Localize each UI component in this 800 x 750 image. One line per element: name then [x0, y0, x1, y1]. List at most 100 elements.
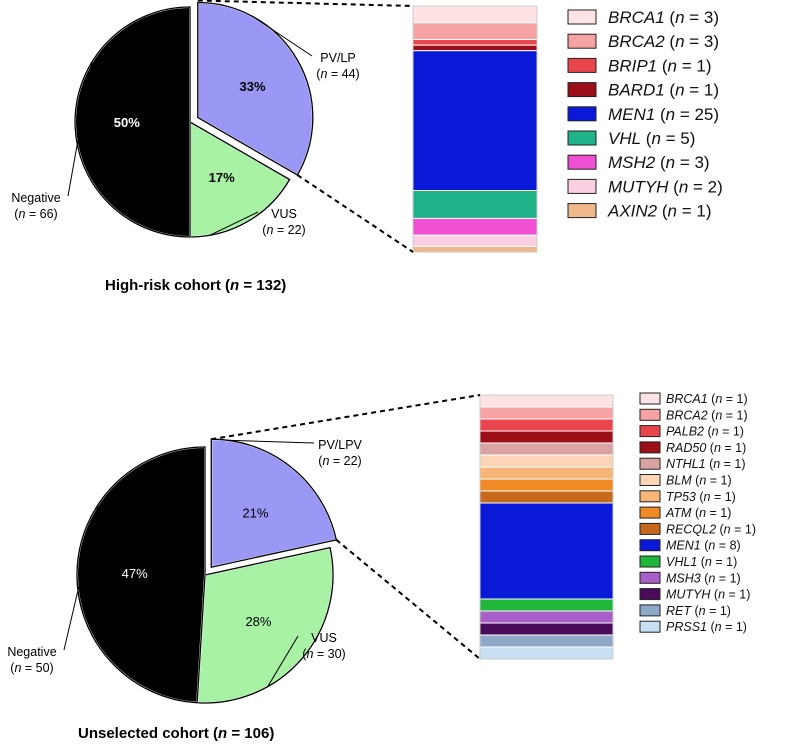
legend-label: MUTYH (n = 2) — [608, 177, 723, 196]
legend-swatch — [639, 490, 661, 503]
leader-line — [63, 504, 99, 651]
connector-line-bottom — [335, 539, 481, 660]
legend-label: BARD1 (n = 1) — [608, 81, 719, 100]
breakdown-bar-frame — [479, 394, 614, 660]
legend-swatch — [639, 588, 661, 601]
pie-slice-outline — [197, 1, 314, 176]
pie-slice-outline — [196, 546, 334, 704]
breakdown-segment-brip1 — [412, 39, 538, 46]
breakdown-segment-tp53 — [479, 466, 614, 480]
leader-line — [227, 439, 315, 444]
legend-label: NTHL1 (n = 1) — [666, 457, 746, 471]
slice-name-label: PV/LPV — [318, 438, 362, 452]
legend-label: BRCA2 (n = 3) — [608, 32, 719, 51]
cohort-panel-0: 33% 17% 50% PV/LP (n = 44) VUS (n = 22) Negativ… — [11, 0, 723, 294]
legend-label: MUTYH (n = 1) — [666, 588, 750, 602]
pie-percent-label: 50% — [114, 115, 140, 130]
breakdown-segment-brca2 — [479, 406, 614, 420]
breakdown-segment-msh3 — [479, 610, 614, 624]
leader-line — [209, 211, 259, 236]
pie-slice-outline — [74, 6, 191, 238]
slice-count-label: (n = 22) — [262, 223, 305, 237]
legend-label: VHL (n = 5) — [608, 129, 695, 148]
slice-name-label: PV/LP — [320, 51, 355, 65]
breakdown-segment-axin2 — [412, 245, 538, 253]
legend-swatch — [639, 539, 661, 552]
legend-label: BLM (n = 1) — [666, 474, 732, 488]
breakdown-segment-ret — [479, 634, 614, 648]
legend-swatch — [639, 604, 661, 617]
legend-swatch — [567, 130, 597, 146]
breakdown-segment-brca1 — [412, 5, 538, 24]
legend-swatch — [639, 408, 661, 421]
breakdown-segment-mutyh — [412, 234, 538, 247]
slice-count-label: (n = 22) — [318, 454, 361, 468]
breakdown-segment-vhl1 — [479, 598, 614, 612]
legend-label: BRCA1 (n = 3) — [608, 8, 719, 27]
breakdown-segment-atm — [479, 478, 614, 492]
legend-label: TP53 (n = 1) — [666, 490, 736, 504]
legend-swatch — [639, 506, 661, 519]
slice-name-label: VUS — [271, 207, 297, 221]
pie-percent-label: 21% — [242, 505, 268, 520]
legend-swatch — [639, 441, 661, 454]
breakdown-segment-mutyh — [479, 622, 614, 636]
slice-count-label: (n = 44) — [316, 67, 359, 81]
slice-name-label: Negative — [7, 645, 56, 659]
pie-percent-label: 17% — [209, 170, 235, 185]
legend-swatch — [567, 178, 597, 194]
leader-line — [252, 16, 313, 57]
cohort-title: High-risk cohort (n = 132) — [105, 277, 286, 294]
cohort-title: Unselected cohort (n = 106) — [78, 725, 274, 742]
breakdown-segment-brca2 — [412, 22, 538, 41]
legend-label: MEN1 (n = 25) — [608, 105, 719, 124]
leader-line — [67, 61, 93, 197]
cohort-panel-1: 21% 28% 47% PV/LPV (n = 22) VUS (n = 30) Negati… — [7, 392, 756, 742]
legend-swatch — [639, 620, 661, 633]
legend-swatch — [567, 106, 597, 122]
slice-count-label: (n = 50) — [10, 661, 53, 675]
legend-label: RAD50 (n = 1) — [666, 441, 746, 455]
legend-label: PRSS1 (n = 1) — [666, 620, 747, 634]
slice-count-label: (n = 66) — [14, 207, 57, 221]
legend-swatch — [567, 203, 597, 219]
breakdown-segment-brca1 — [479, 394, 614, 408]
legend-swatch — [567, 9, 597, 25]
legend-swatch — [639, 571, 661, 584]
legend-swatch — [639, 392, 661, 405]
legend-swatch — [639, 555, 661, 568]
connector-line-top — [211, 394, 481, 441]
pie-percent-label: 28% — [245, 614, 271, 629]
legend-swatch — [567, 57, 597, 73]
legend-label: MSH2 (n = 3) — [608, 153, 710, 172]
legend-swatch — [639, 425, 661, 438]
breakdown-segment-men1 — [479, 502, 614, 600]
slice-name-label: Negative — [11, 191, 60, 205]
breakdown-segment-msh2 — [412, 217, 538, 236]
breakdown-segment-rad50 — [479, 430, 614, 444]
breakdown-segment-vhl — [412, 190, 538, 219]
legend-swatch — [567, 154, 597, 170]
breakdown-segment-nthl1 — [479, 442, 614, 456]
breakdown-segment-palb2 — [479, 418, 614, 432]
breakdown-segment-recql2 — [479, 490, 614, 504]
legend-swatch — [567, 82, 597, 98]
pie-slice-outline — [189, 120, 291, 238]
legend-swatch — [639, 522, 661, 535]
legend-label: PALB2 (n = 1) — [666, 425, 744, 439]
connector-line-bottom — [296, 174, 414, 253]
pie-slice-outline — [76, 446, 206, 704]
legend-label: BRCA2 (n = 1) — [666, 408, 748, 422]
legend-swatch — [639, 474, 661, 486]
legend-label: RECQL2 (n = 1) — [666, 522, 756, 536]
legend-label: BRCA1 (n = 1) — [666, 392, 748, 406]
slice-count-label: (n = 30) — [302, 647, 345, 661]
legend-label: MEN1 (n = 8) — [666, 539, 741, 553]
legend-label: ATM (n = 1) — [665, 506, 731, 520]
legend-label: AXIN2 (n = 1) — [607, 202, 712, 221]
legend-label: RET (n = 1) — [666, 604, 731, 618]
breakdown-segment-prss1 — [479, 646, 614, 660]
legend-label: MSH3 (n = 1) — [666, 571, 741, 585]
slice-name-label: VUS — [311, 631, 337, 645]
